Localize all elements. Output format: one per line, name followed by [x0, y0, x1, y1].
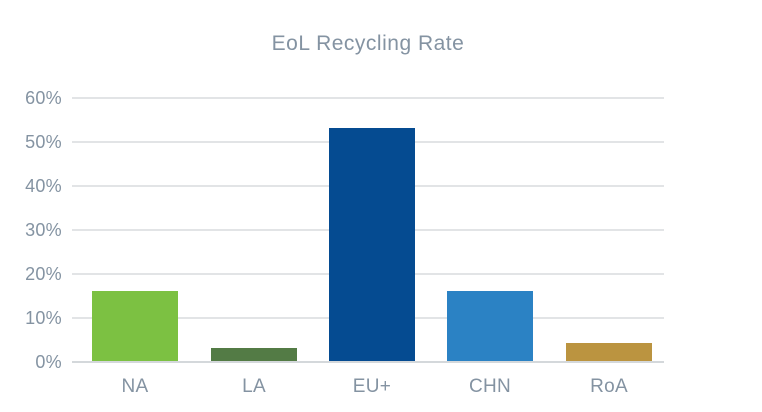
- bar-NA[interactable]: [92, 291, 178, 361]
- y-tick-label: 20%: [25, 264, 62, 284]
- bar-LA[interactable]: [211, 348, 297, 361]
- x-category-label: LA: [242, 376, 266, 397]
- x-category-label: RoA: [590, 376, 628, 397]
- y-tick-label: 60%: [25, 88, 62, 108]
- chart-title: EoL Recycling Rate: [271, 32, 465, 55]
- y-tick-label: 50%: [25, 132, 62, 152]
- bar-RoA[interactable]: [566, 343, 652, 361]
- x-category-label: NA: [121, 376, 149, 397]
- plot-area: [72, 97, 664, 363]
- y-tick-label: 40%: [25, 176, 62, 196]
- y-tick-label: 10%: [25, 308, 62, 328]
- bar-CHN[interactable]: [447, 291, 533, 361]
- x-category-label: CHN: [468, 376, 512, 397]
- gridline: [72, 97, 664, 99]
- y-tick-label: 30%: [25, 220, 62, 240]
- x-category-label: EU+: [352, 376, 392, 397]
- bar-EU+[interactable]: [329, 128, 415, 361]
- y-tick-label: 0%: [35, 352, 62, 372]
- x-axis-line: [72, 361, 664, 363]
